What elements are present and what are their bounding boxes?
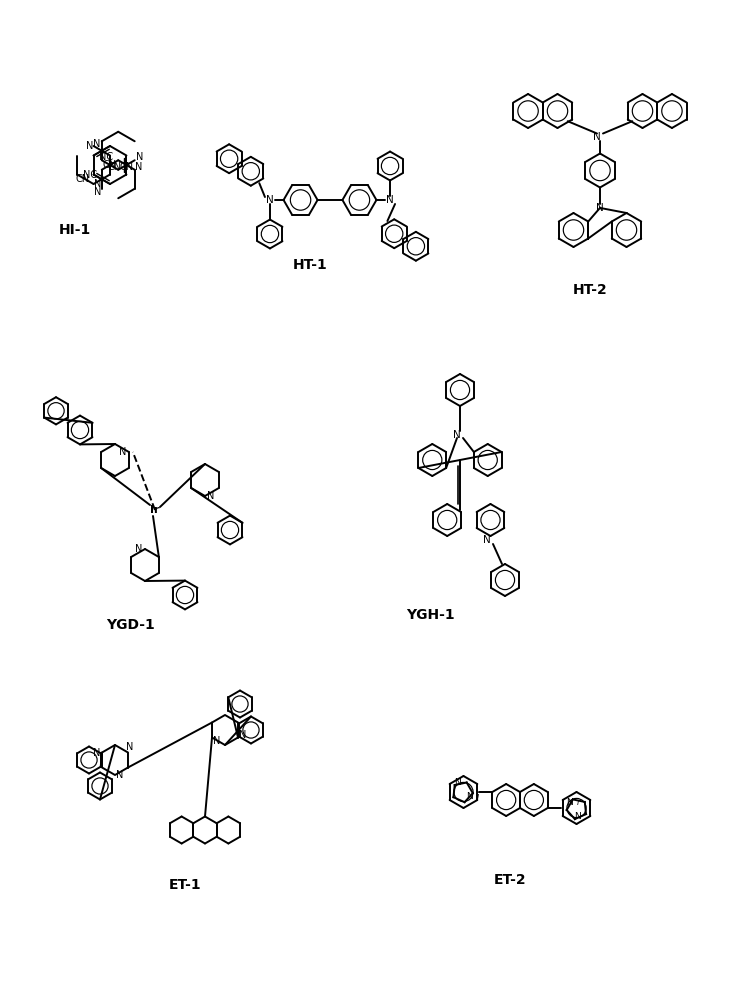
Text: ET-1: ET-1	[168, 878, 202, 892]
Text: N: N	[596, 203, 604, 213]
Text: HT-1: HT-1	[293, 258, 327, 272]
Text: CN: CN	[75, 175, 89, 185]
Text: N: N	[239, 729, 247, 739]
Text: N: N	[575, 811, 581, 820]
Text: N: N	[593, 132, 601, 142]
Text: N: N	[566, 798, 573, 806]
Text: N: N	[86, 141, 93, 151]
Text: N: N	[483, 535, 491, 545]
Text: N: N	[119, 447, 126, 457]
Text: N: N	[94, 186, 102, 196]
Text: YGH-1: YGH-1	[405, 608, 454, 622]
Text: i: i	[577, 798, 579, 806]
Text: YGD-1: YGD-1	[105, 618, 154, 632]
Text: N: N	[126, 742, 134, 753]
Text: i: i	[477, 792, 479, 801]
Text: HI-1: HI-1	[59, 223, 91, 237]
Text: N: N	[94, 179, 102, 189]
Text: N: N	[214, 735, 220, 746]
Text: N: N	[387, 195, 394, 205]
Text: ET-2: ET-2	[493, 873, 526, 887]
Text: Ir: Ir	[150, 505, 159, 515]
Text: N: N	[453, 430, 461, 440]
Text: N: N	[208, 491, 214, 501]
Text: N: N	[136, 152, 144, 163]
Text: HT-2: HT-2	[572, 283, 608, 297]
Text: N: N	[117, 770, 123, 780]
Text: N: N	[135, 162, 142, 172]
Text: NC: NC	[99, 152, 114, 163]
Text: N: N	[266, 195, 274, 205]
Text: CN: CN	[108, 162, 122, 172]
Text: N: N	[93, 139, 101, 149]
Text: CN: CN	[119, 162, 133, 172]
Text: N: N	[454, 778, 461, 787]
Text: N: N	[135, 544, 143, 554]
Text: N: N	[466, 792, 473, 801]
Text: N: N	[93, 748, 101, 758]
Text: NC: NC	[83, 170, 97, 180]
Text: CN: CN	[103, 161, 117, 171]
